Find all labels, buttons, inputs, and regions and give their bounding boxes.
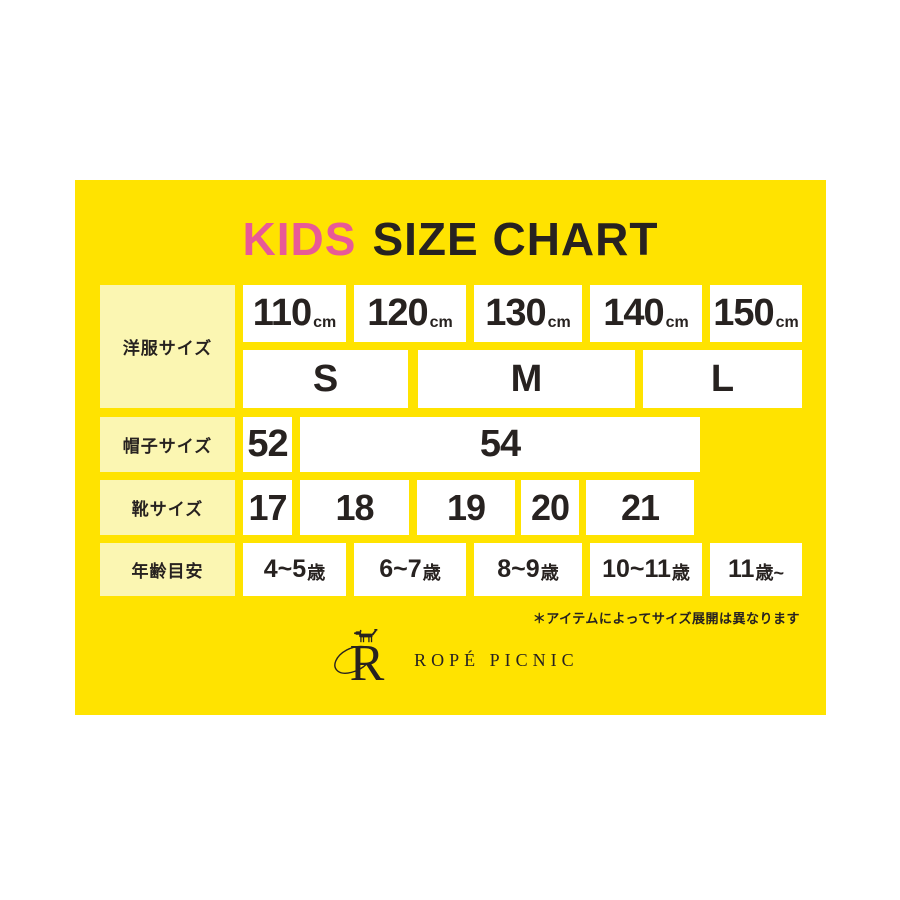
shoe-size-cell-21: 21 <box>586 480 694 535</box>
age-cell-11-plus: 11 歳~ <box>710 543 802 596</box>
shoe-size-cell-17: 17 <box>243 480 292 535</box>
letter-size-cell-s: S <box>243 350 408 408</box>
row-label-age-guide: 年齢目安 <box>100 543 235 596</box>
height-unit: cm <box>429 313 453 331</box>
age-range: 8~9 <box>497 555 540 583</box>
height-unit: cm <box>313 313 337 331</box>
height-cell-130: 130 cm <box>474 285 582 342</box>
height-value: 150 <box>713 292 774 334</box>
brand-logo: R ROPÉ PICNIC <box>332 622 579 686</box>
letter-size-cell-l: L <box>643 350 802 408</box>
hat-size-cell-52: 52 <box>243 417 292 472</box>
age-cell-10-11: 10~11 歳 <box>590 543 702 596</box>
shoe-size-cell-20: 20 <box>521 480 579 535</box>
row-label-hat-size: 帽子サイズ <box>100 417 235 472</box>
dog-icon <box>353 629 377 643</box>
row-label-clothing-size: 洋服サイズ <box>100 285 235 408</box>
row-label-shoe-size: 靴サイズ <box>100 480 235 535</box>
title-kids: KIDS <box>242 213 357 265</box>
flourish-swash <box>333 645 377 674</box>
size-disclaimer-note: ＊アイテムによってサイズ展開は異なります <box>532 611 800 626</box>
age-range: 6~7 <box>379 555 422 583</box>
yellow-panel: KIDS SIZE CHART 洋服サイズ 帽子サイズ 靴サイズ 年齢目安 11… <box>75 180 826 715</box>
height-cell-150: 150 cm <box>710 285 802 342</box>
age-unit: 歳 <box>540 562 559 583</box>
height-value: 130 <box>485 292 546 334</box>
age-cell-4-5: 4~5 歳 <box>243 543 346 596</box>
age-range: 11 <box>728 555 755 583</box>
height-unit: cm <box>775 313 799 331</box>
height-value: 120 <box>367 292 428 334</box>
monogram-r: R <box>349 635 384 686</box>
title-size-chart: SIZE CHART <box>372 213 659 265</box>
height-cell-140: 140 cm <box>590 285 702 342</box>
brand-name: ROPÉ PICNIC <box>414 649 579 670</box>
page-title: KIDS SIZE CHART <box>75 210 826 268</box>
height-cell-110: 110 cm <box>243 285 346 342</box>
height-cell-120: 120 cm <box>354 285 466 342</box>
height-unit: cm <box>665 313 689 331</box>
height-value: 140 <box>603 292 664 334</box>
monogram-with-dog: R <box>333 629 384 686</box>
shoe-size-cell-18: 18 <box>300 480 409 535</box>
age-cell-6-7: 6~7 歳 <box>354 543 466 596</box>
height-value: 110 <box>252 292 312 334</box>
age-range: 4~5 <box>263 555 307 583</box>
hat-size-cell-54: 54 <box>300 417 700 472</box>
age-unit: 歳~ <box>755 562 784 583</box>
letter-size-cell-m: M <box>418 350 635 408</box>
age-unit: 歳 <box>671 562 690 583</box>
age-unit: 歳 <box>307 562 326 583</box>
age-cell-8-9: 8~9 歳 <box>474 543 582 596</box>
shoe-size-cell-19: 19 <box>417 480 515 535</box>
height-unit: cm <box>547 313 571 331</box>
age-range: 10~11 <box>602 555 671 583</box>
age-unit: 歳 <box>422 562 441 583</box>
